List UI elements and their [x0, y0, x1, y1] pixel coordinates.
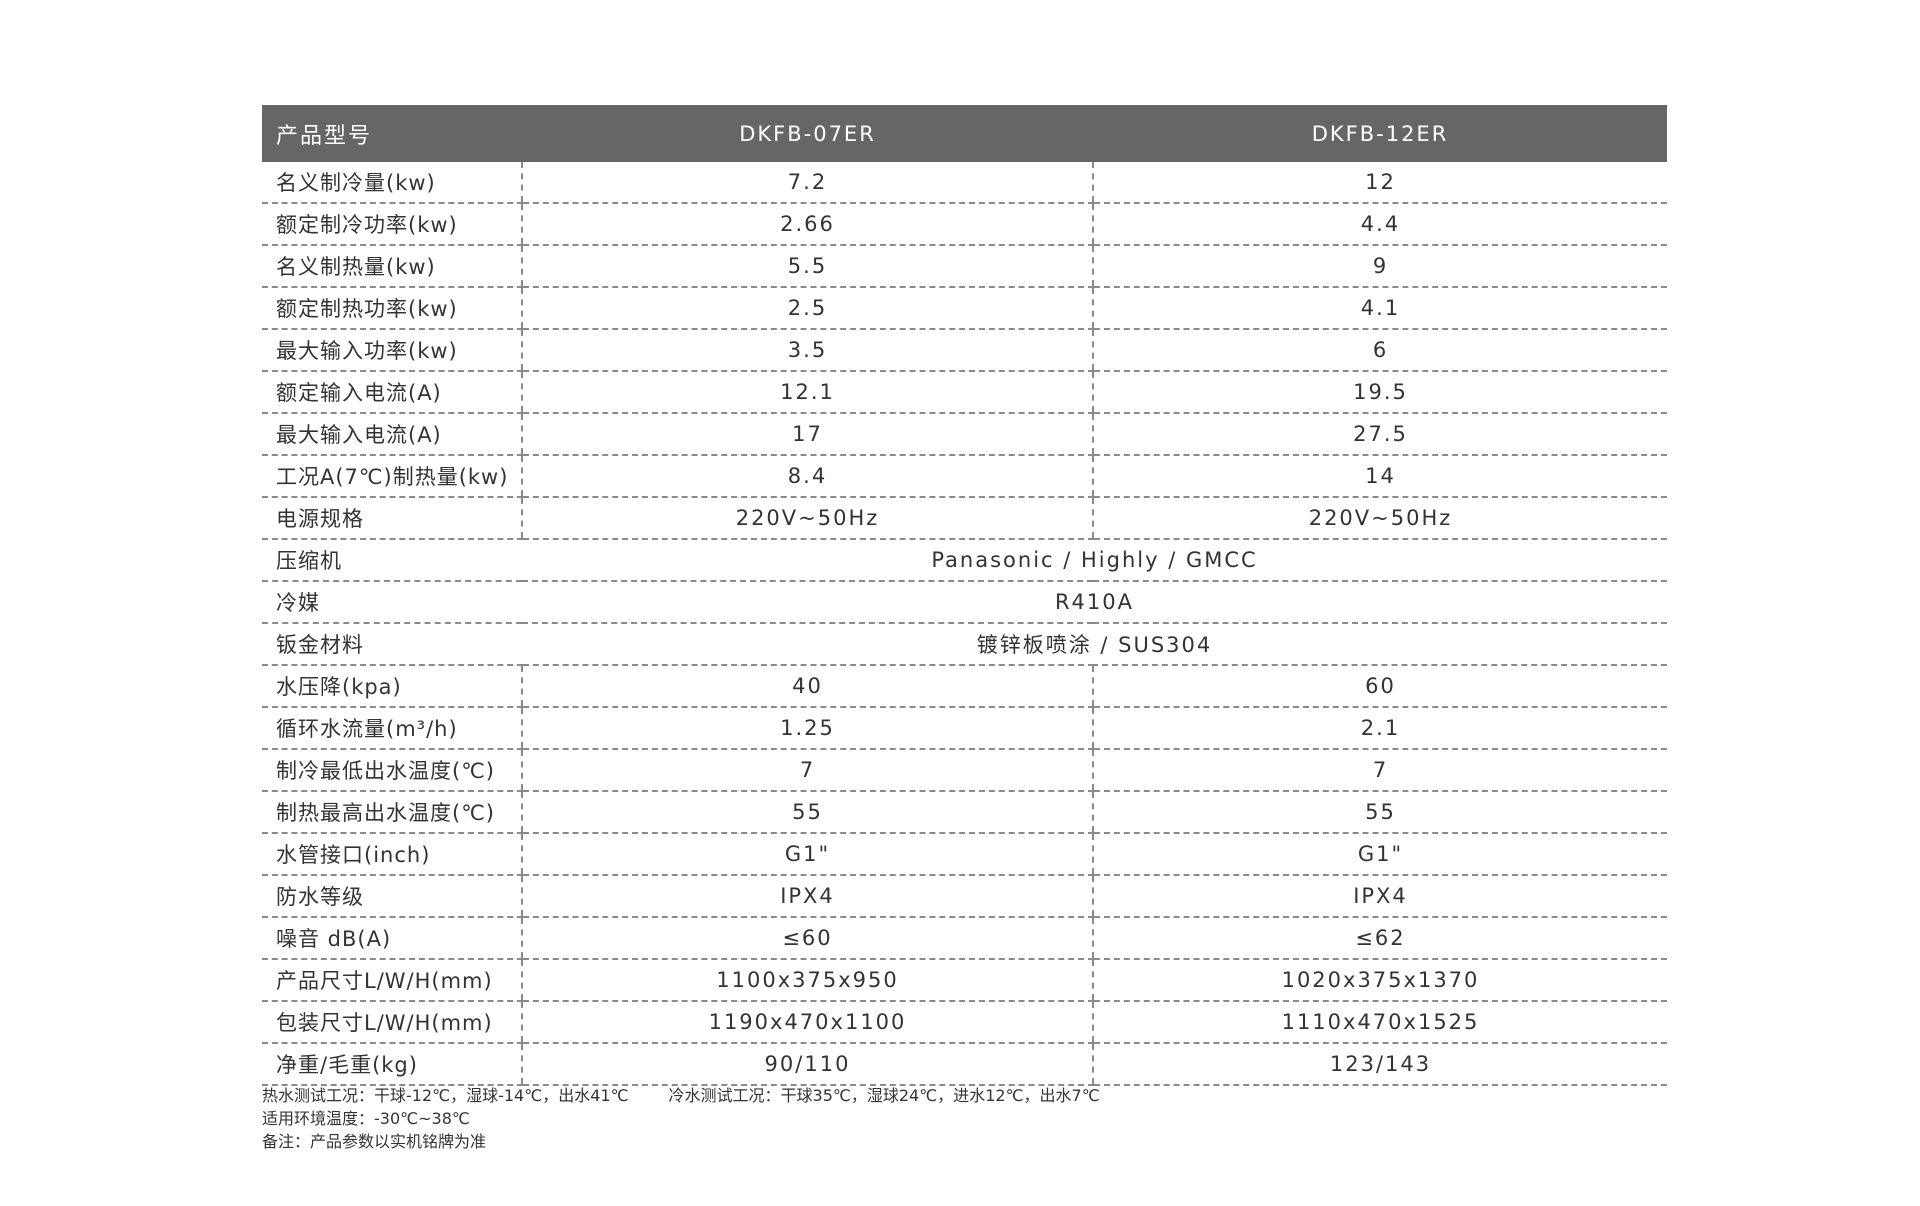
header-model-1: DKFB-07ER — [522, 105, 1093, 162]
spec-table: 产品型号 DKFB-07ER DKFB-12ER 名义制冷量(kw) 7.2 12 额… — [262, 105, 1667, 1086]
row-value-model-2: IPX4 — [1092, 875, 1667, 918]
row-label: 产品尺寸L/W/H(mm) — [262, 959, 522, 1002]
row-label: 工况A(7℃)制热量(kw) — [262, 455, 522, 498]
row-value-model-2: 123/143 — [1092, 1043, 1667, 1086]
row-value-model-2: 55 — [1092, 791, 1667, 834]
row-value-model-2: 60 — [1092, 665, 1667, 708]
table-header-row: 产品型号 DKFB-07ER DKFB-12ER — [262, 105, 1667, 162]
table-row: 最大输入功率(kw) 3.5 6 — [262, 329, 1667, 372]
row-value-model-1: 220V~50Hz — [521, 497, 1093, 540]
table-row: 制热最高出水温度(℃) 55 55 — [262, 791, 1667, 834]
row-label: 噪音 dB(A) — [262, 917, 522, 960]
row-value-model-1: G1" — [521, 833, 1093, 876]
row-value-model-2: 6 — [1092, 329, 1667, 372]
row-label: 制冷最低出水温度(℃) — [262, 749, 522, 792]
row-value-model-2: G1" — [1092, 833, 1667, 876]
row-value-model-2: 14 — [1092, 455, 1667, 498]
row-value-model-2: 9 — [1092, 245, 1667, 288]
row-label: 冷媒 — [262, 581, 522, 624]
table-row: 噪音 dB(A) ≤60 ≤62 — [262, 917, 1667, 960]
table-row: 名义制热量(kw) 5.5 9 — [262, 245, 1667, 288]
row-value-model-1: 1100x375x950 — [521, 959, 1093, 1002]
table-row: 工况A(7℃)制热量(kw) 8.4 14 — [262, 455, 1667, 498]
row-label: 钣金材料 — [262, 623, 522, 666]
footnotes: 热水测试工况：干球-12℃，湿球-14℃，出水41℃ 冷水测试工况：干球35℃，湿… — [262, 1084, 1100, 1153]
row-label: 水压降(kpa) — [262, 665, 522, 708]
table-row: 额定制热功率(kw) 2.5 4.1 — [262, 287, 1667, 330]
table-row: 最大输入电流(A) 17 27.5 — [262, 413, 1667, 456]
row-label: 包装尺寸L/W/H(mm) — [262, 1001, 522, 1044]
row-value-model-2: 27.5 — [1092, 413, 1667, 456]
table-row: 额定制冷功率(kw) 2.66 4.4 — [262, 203, 1667, 246]
row-value-model-1: 7 — [521, 749, 1093, 792]
row-value-model-1: 2.66 — [521, 203, 1093, 246]
row-value-shared: R410A — [522, 581, 1667, 624]
table-row: 水管接口(inch) G1" G1" — [262, 833, 1667, 876]
row-value-model-2: ≤62 — [1092, 917, 1667, 960]
table-row: 产品尺寸L/W/H(mm) 1100x375x950 1020x375x1370 — [262, 959, 1667, 1002]
row-value-model-2: 2.1 — [1092, 707, 1667, 750]
table-row: 冷媒 R410A — [262, 581, 1667, 624]
row-value-model-1: 12.1 — [521, 371, 1093, 414]
table-row: 净重/毛重(kg) 90/110 123/143 — [262, 1043, 1667, 1086]
row-label: 循环水流量(m³/h) — [262, 707, 522, 750]
table-row: 电源规格 220V~50Hz 220V~50Hz — [262, 497, 1667, 540]
table-row: 名义制冷量(kw) 7.2 12 — [262, 162, 1667, 204]
table-row: 压缩机 Panasonic / Highly / GMCC — [262, 539, 1667, 582]
row-label: 压缩机 — [262, 539, 522, 582]
row-label: 最大输入功率(kw) — [262, 329, 522, 372]
row-value-model-2: 1110x470x1525 — [1092, 1001, 1667, 1044]
row-label: 防水等级 — [262, 875, 522, 918]
row-value-model-1: IPX4 — [521, 875, 1093, 918]
row-value-model-1: 1.25 — [521, 707, 1093, 750]
row-value-model-1: 17 — [521, 413, 1093, 456]
row-value-model-2: 7 — [1092, 749, 1667, 792]
table-row: 防水等级 IPX4 IPX4 — [262, 875, 1667, 918]
row-value-model-1: 40 — [521, 665, 1093, 708]
table-row: 水压降(kpa) 40 60 — [262, 665, 1667, 708]
remark-note: 备注：产品参数以实机铭牌为准 — [262, 1132, 487, 1151]
table-body: 名义制冷量(kw) 7.2 12 额定制冷功率(kw) 2.66 4.4 名义制热量(kw)… — [262, 162, 1667, 1086]
ambient-note: 适用环境温度：-30℃~38℃ — [262, 1109, 470, 1128]
row-label: 额定制冷功率(kw) — [262, 203, 522, 246]
table-row: 制冷最低出水温度(℃) 7 7 — [262, 749, 1667, 792]
header-label: 产品型号 — [262, 105, 522, 162]
row-value-model-2: 220V~50Hz — [1092, 497, 1667, 540]
hot-test-note: 热水测试工况：干球-12℃，湿球-14℃，出水41℃ — [262, 1086, 629, 1105]
header-model-2: DKFB-12ER — [1093, 105, 1667, 162]
row-value-model-1: 2.5 — [521, 287, 1093, 330]
row-value-model-1: 90/110 — [521, 1043, 1093, 1086]
table-row: 循环水流量(m³/h) 1.25 2.1 — [262, 707, 1667, 750]
table-row: 包装尺寸L/W/H(mm) 1190x470x1100 1110x470x1525 — [262, 1001, 1667, 1044]
row-label: 最大输入电流(A) — [262, 413, 522, 456]
row-label: 名义制热量(kw) — [262, 245, 522, 288]
row-value-model-2: 4.4 — [1092, 203, 1667, 246]
row-value-model-2: 19.5 — [1092, 371, 1667, 414]
row-label: 净重/毛重(kg) — [262, 1043, 522, 1086]
table-row: 钣金材料 镀锌板喷涂 / SUS304 — [262, 623, 1667, 666]
row-value-model-1: 7.2 — [521, 162, 1093, 204]
row-value-model-1: 8.4 — [521, 455, 1093, 498]
row-label: 名义制冷量(kw) — [262, 162, 522, 204]
row-value-shared: 镀锌板喷涂 / SUS304 — [522, 623, 1667, 666]
cold-test-note: 冷水测试工况：干球35℃，湿球24℃，进水12℃，出水7℃ — [668, 1086, 1100, 1105]
row-value-model-1: 3.5 — [521, 329, 1093, 372]
row-value-model-1: 1190x470x1100 — [521, 1001, 1093, 1044]
row-value-model-2: 12 — [1092, 162, 1667, 204]
row-label: 水管接口(inch) — [262, 833, 522, 876]
row-value-model-1: 55 — [521, 791, 1093, 834]
row-value-shared: Panasonic / Highly / GMCC — [522, 539, 1667, 582]
row-value-model-2: 4.1 — [1092, 287, 1667, 330]
row-value-model-1: ≤60 — [521, 917, 1093, 960]
row-label: 额定制热功率(kw) — [262, 287, 522, 330]
row-value-model-1: 5.5 — [521, 245, 1093, 288]
row-label: 额定输入电流(A) — [262, 371, 522, 414]
table-row: 额定输入电流(A) 12.1 19.5 — [262, 371, 1667, 414]
row-value-model-2: 1020x375x1370 — [1092, 959, 1667, 1002]
row-label: 电源规格 — [262, 497, 522, 540]
row-label: 制热最高出水温度(℃) — [262, 791, 522, 834]
